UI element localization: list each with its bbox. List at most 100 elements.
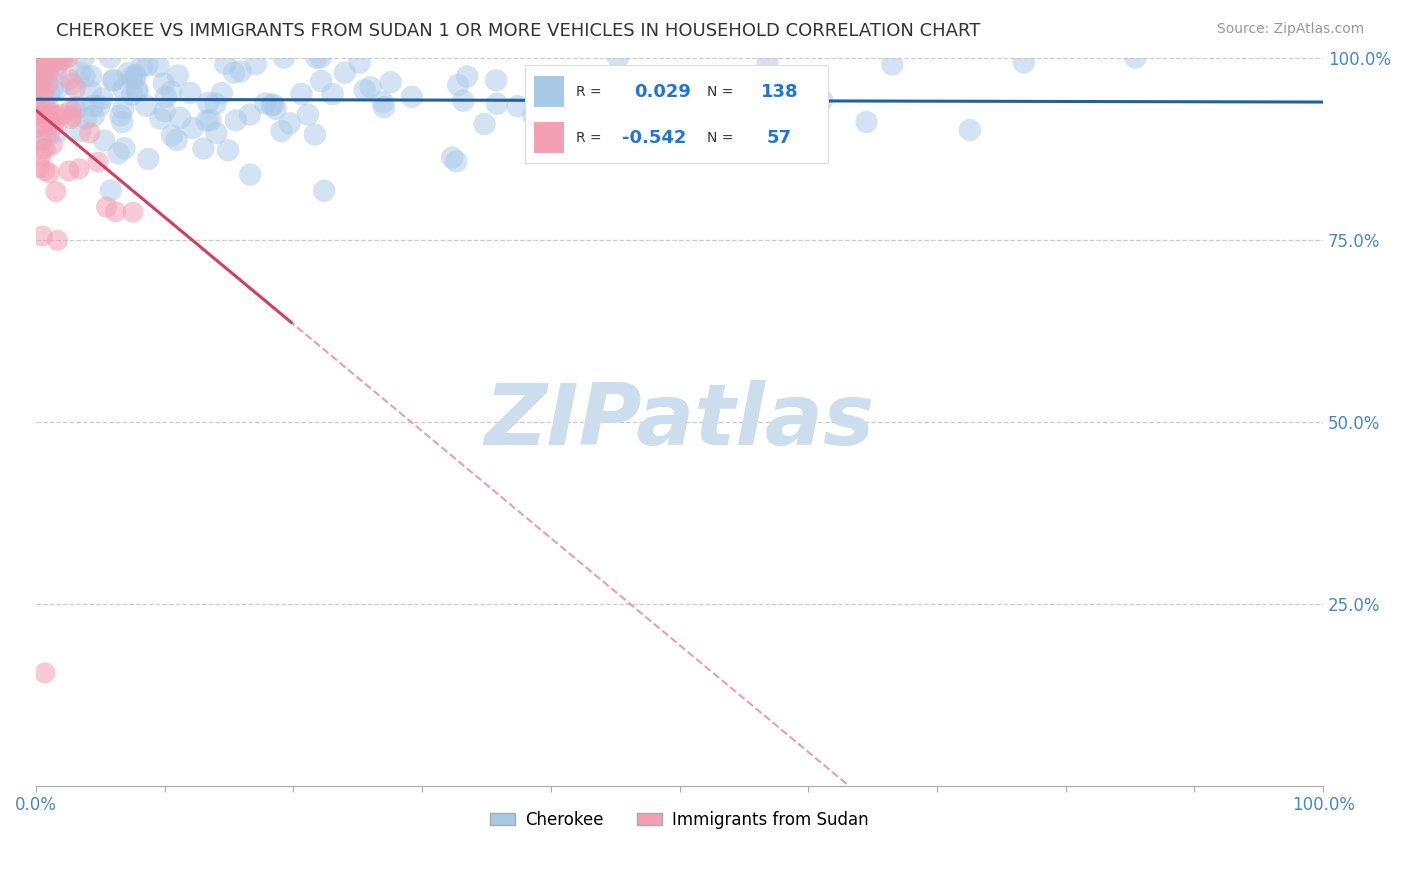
Point: [25, 78, 48, 93]
Point: [273, 51, 295, 65]
Point: [758, 106, 780, 120]
Point: [811, 93, 834, 107]
Point: [224, 65, 246, 79]
Point: [278, 116, 301, 130]
Point: [114, 141, 136, 155]
Point: [117, 66, 139, 80]
Point: [575, 75, 598, 89]
Point: [42, 119, 65, 133]
Point: [41, 82, 63, 96]
Text: ZIPatlas: ZIPatlas: [485, 380, 875, 463]
Point: [28, 134, 51, 148]
Point: [121, 70, 143, 85]
Point: [297, 107, 319, 121]
Point: [650, 118, 672, 132]
Point: [41, 106, 63, 120]
Point: [34, 665, 56, 680]
Point: [217, 144, 239, 158]
Point: [160, 85, 183, 99]
Point: [56, 51, 79, 65]
Point: [60, 109, 83, 123]
Point: [30, 149, 52, 163]
Point: [73, 51, 96, 65]
Point: [25, 51, 48, 65]
Point: [262, 97, 284, 112]
Point: [69, 124, 91, 138]
Point: [180, 86, 202, 100]
Point: [309, 51, 332, 65]
Point: [41, 115, 63, 129]
Point: [34, 163, 56, 178]
Point: [756, 56, 779, 70]
Point: [138, 152, 160, 166]
Point: [111, 115, 134, 129]
Point: [96, 200, 118, 214]
Point: [67, 161, 90, 176]
Point: [630, 95, 652, 109]
Point: [30, 51, 52, 65]
Point: [371, 95, 394, 110]
Point: [35, 112, 58, 126]
Point: [152, 77, 174, 91]
Point: [167, 69, 190, 83]
Point: [264, 102, 287, 116]
Point: [28, 117, 51, 131]
Point: [110, 108, 132, 122]
Point: [30, 85, 52, 99]
Point: [44, 59, 66, 73]
Point: [37, 51, 59, 65]
Point: [59, 103, 82, 117]
Point: [305, 51, 328, 65]
Point: [260, 98, 283, 112]
Point: [30, 109, 52, 123]
Point: [131, 59, 153, 73]
Point: [607, 51, 630, 65]
Point: [89, 99, 111, 113]
Point: [353, 83, 375, 97]
Point: [45, 185, 67, 199]
Point: [314, 184, 336, 198]
Point: [239, 107, 262, 121]
Point: [441, 151, 464, 165]
Point: [506, 99, 529, 113]
Point: [75, 112, 97, 126]
Point: [149, 112, 172, 126]
Point: [522, 108, 544, 122]
Point: [160, 128, 183, 143]
Point: [214, 57, 236, 71]
Point: [25, 120, 48, 135]
Point: [65, 81, 87, 95]
Point: [35, 119, 58, 133]
Point: [360, 80, 382, 95]
Point: [65, 103, 87, 117]
Point: [304, 128, 326, 142]
Point: [124, 68, 146, 82]
Text: CHEROKEE VS IMMIGRANTS FROM SUDAN 1 OR MORE VEHICLES IN HOUSEHOLD CORRELATION CH: CHEROKEE VS IMMIGRANTS FROM SUDAN 1 OR M…: [56, 22, 980, 40]
Point: [73, 70, 96, 84]
Point: [48, 53, 70, 67]
Point: [127, 84, 149, 98]
Point: [31, 51, 53, 65]
Point: [586, 85, 609, 99]
Point: [38, 116, 60, 130]
Point: [25, 54, 48, 68]
Point: [245, 57, 267, 71]
Point: [38, 87, 60, 101]
Point: [704, 108, 727, 122]
Point: [52, 51, 75, 65]
Point: [101, 73, 124, 87]
Point: [103, 73, 125, 87]
Point: [31, 229, 53, 244]
Point: [197, 95, 219, 110]
Point: [34, 142, 56, 156]
Point: [290, 87, 312, 101]
Point: [456, 70, 478, 84]
Point: [46, 233, 69, 247]
Point: [25, 102, 48, 116]
Point: [37, 98, 59, 112]
Point: [38, 128, 60, 142]
Point: [46, 126, 69, 140]
Point: [27, 68, 49, 82]
Point: [34, 98, 56, 112]
Point: [882, 57, 904, 71]
